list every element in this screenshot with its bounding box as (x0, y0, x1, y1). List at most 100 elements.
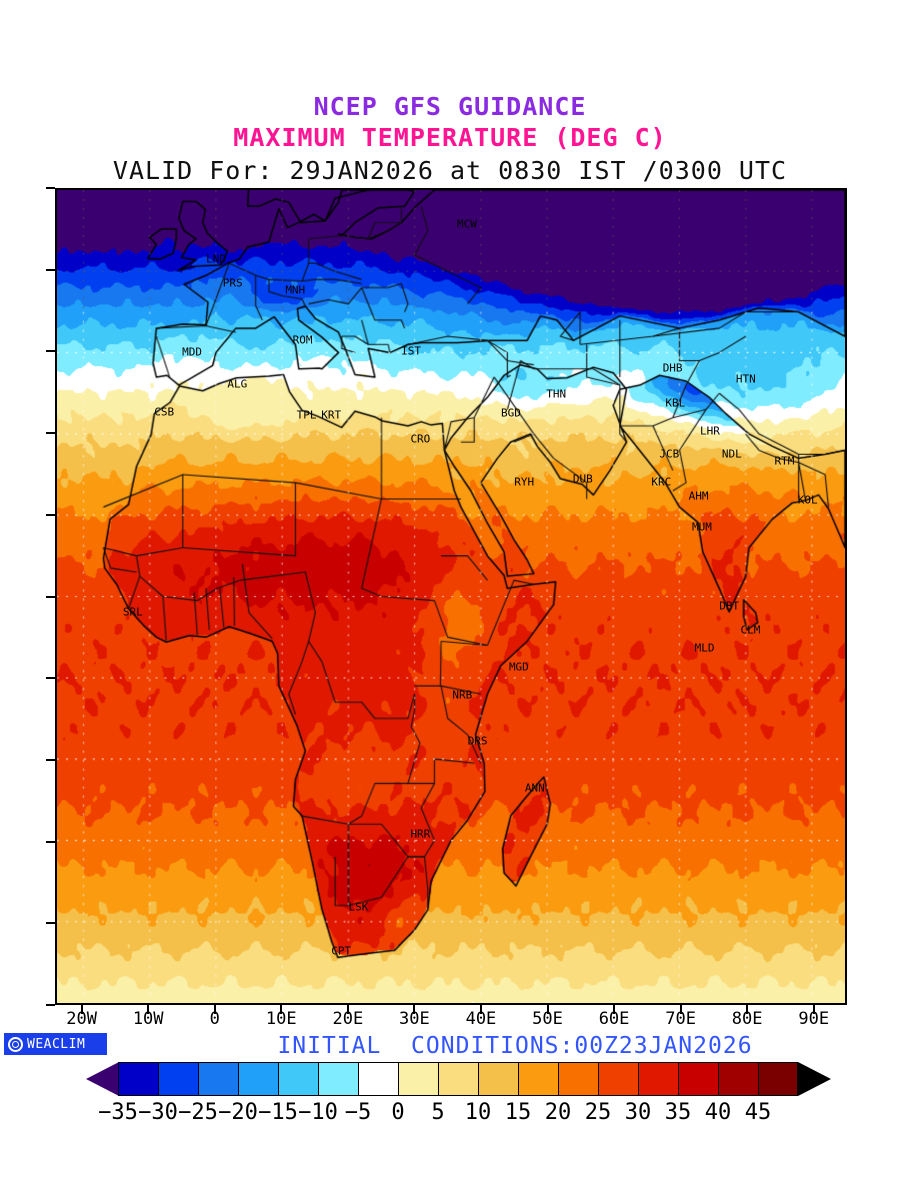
colorbar-tick-label: −30 (138, 1100, 178, 1125)
x-tick-mark (679, 1005, 682, 1014)
colorbar-tick-label: −5 (344, 1100, 372, 1125)
colorbar-band (398, 1062, 438, 1096)
colorbar-band (318, 1062, 358, 1096)
colorbar-band (238, 1062, 278, 1096)
city-label: CSB (154, 405, 175, 419)
colorbar-tick-label: −15 (258, 1100, 298, 1125)
colorbar-band (678, 1062, 718, 1096)
colorbar-tick-label: 35 (664, 1100, 692, 1125)
city-label: NDL (721, 447, 742, 461)
x-tick-label: 30E (399, 1009, 430, 1029)
x-tick-mark (213, 1005, 216, 1014)
colorbar-tick-label: 0 (391, 1100, 405, 1125)
x-tick-mark (746, 1005, 749, 1014)
y-tick-mark (46, 758, 55, 761)
y-tick-mark (46, 922, 55, 925)
city-label-layer: MCW LND PRS MNH ROM MDD IST ALG CSB TPL KRT CRO BGD T… (57, 190, 845, 1003)
x-tick-mark (413, 1005, 416, 1014)
city-label: MLD (694, 641, 715, 655)
x-tick-label: 50E (532, 1009, 563, 1029)
city-label: RTM (774, 454, 795, 468)
x-tick-label: 60E (598, 1009, 630, 1029)
colorbar-band (638, 1062, 678, 1096)
city-label: CLM (740, 623, 761, 637)
x-tick-label: 80E (731, 1009, 763, 1029)
map-plot-area[interactable]: MCW LND PRS MNH ROM MDD IST ALG CSB TPL KRT CRO BGD T… (55, 188, 847, 1005)
y-tick-mark (46, 432, 55, 435)
x-tick-mark (80, 1005, 83, 1014)
city-label: HTN (735, 372, 756, 386)
title-block: NCEP GFS GUIDANCE MAXIMUM TEMPERATURE (D… (0, 92, 900, 188)
colorbar-tick-label: −35 (98, 1100, 138, 1125)
colorbar-band (118, 1062, 158, 1096)
colorbar-band (198, 1062, 238, 1096)
colorbar-band (478, 1062, 518, 1096)
colorbar-tick-label: 25 (584, 1100, 612, 1125)
x-tick-mark (613, 1005, 616, 1014)
y-tick-mark (46, 595, 55, 598)
city-label: HRR (410, 827, 431, 841)
city-label: KBL (665, 396, 686, 410)
city-label: AHM (688, 489, 709, 503)
colorbar-tick-label: 20 (544, 1100, 572, 1125)
city-label: NRB (452, 688, 473, 702)
y-tick-mark (46, 677, 55, 680)
city-label: MNH (285, 283, 306, 297)
x-tick-label: 20W (66, 1009, 97, 1029)
city-label: KRC (651, 475, 672, 489)
colorbar-tick-label: −10 (298, 1100, 338, 1125)
colorbar-tick-label: 45 (744, 1100, 772, 1125)
colorbar-band (438, 1062, 478, 1096)
x-tick-mark (346, 1005, 349, 1014)
colorbar: −35 −30 −25 −20 −15 −10 −5 0 5 10 15 20 25 30 35 40 45 (0, 1062, 900, 1142)
x-tick-mark (812, 1005, 815, 1014)
city-label: MGD (508, 660, 529, 674)
city-label: LND (206, 252, 226, 266)
weaclim-label: WEACLIM (27, 1036, 86, 1052)
colorbar-bands (118, 1062, 798, 1096)
y-tick-mark (46, 513, 55, 516)
city-label: THN (546, 387, 567, 401)
city-label: MUM (691, 520, 712, 534)
city-label: ANN (524, 781, 545, 795)
colorbar-band (598, 1062, 638, 1096)
colorbar-tick-label: 5 (431, 1100, 445, 1125)
city-label: LHR (699, 424, 720, 438)
city-label: RYH (514, 475, 535, 489)
colorbar-under-arrow (86, 1062, 119, 1096)
title-model: NCEP GFS GUIDANCE (313, 92, 587, 121)
title-valid-time: VALID For: 29JAN2026 at 0830 IST /0300 U… (112, 156, 788, 185)
colorbar-tick-label: 15 (504, 1100, 532, 1125)
colorbar-over-arrow (798, 1062, 831, 1096)
title-variable: MAXIMUM TEMPERATURE (DEG C) (233, 123, 667, 152)
city-label: MCW (457, 217, 477, 231)
y-tick-mark (46, 350, 55, 353)
x-tick-mark (546, 1005, 549, 1014)
city-label: ROM (292, 333, 313, 347)
x-tick-label: 40E (465, 1009, 497, 1029)
city-label: DRS (467, 734, 488, 748)
city-label: CPT (331, 944, 352, 958)
colorbar-band (558, 1062, 598, 1096)
initial-conditions-label: INITIAL CONDITIONS:00Z23JAN2026 (277, 1033, 753, 1059)
temperature-heatmap-canvas (57, 190, 845, 1003)
colorbar-band (718, 1062, 758, 1096)
x-tick-mark (147, 1005, 150, 1014)
colorbar-band (158, 1062, 198, 1096)
weaclim-logo-badge[interactable]: WEACLIM (4, 1033, 107, 1055)
city-label: SRL (122, 605, 143, 619)
colorbar-tick-label: 10 (464, 1100, 492, 1125)
colorbar-band (278, 1062, 318, 1096)
colorbar-band (358, 1062, 398, 1096)
city-label: KRT (321, 408, 342, 422)
city-label: DBT (719, 599, 740, 613)
y-tick-mark (46, 268, 55, 271)
y-tick-mark (46, 840, 55, 843)
colorbar-band (758, 1062, 798, 1096)
city-label: PRS (222, 276, 243, 290)
city-label: IST (401, 344, 421, 358)
colorbar-tick-label: −25 (178, 1100, 218, 1125)
x-tick-label: 10W (132, 1009, 164, 1029)
city-label: ALG (227, 377, 248, 391)
city-label: CRO (410, 432, 431, 446)
